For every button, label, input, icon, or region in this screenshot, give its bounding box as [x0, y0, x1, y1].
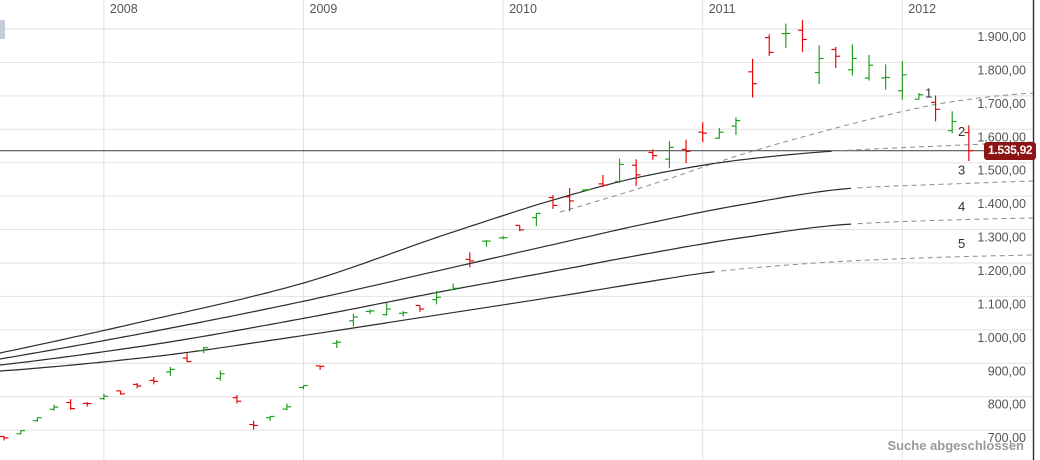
svg-text:1: 1: [925, 86, 932, 101]
svg-text:1.500,00: 1.500,00: [977, 164, 1026, 178]
svg-text:1.400,00: 1.400,00: [977, 197, 1026, 211]
svg-text:900,00: 900,00: [988, 364, 1026, 378]
svg-text:3: 3: [958, 163, 965, 178]
svg-text:800,00: 800,00: [988, 398, 1026, 412]
svg-text:1.300,00: 1.300,00: [977, 231, 1026, 245]
svg-text:1.000,00: 1.000,00: [977, 331, 1026, 345]
svg-text:2011: 2011: [709, 2, 736, 16]
svg-text:1.100,00: 1.100,00: [977, 297, 1026, 311]
svg-text:4: 4: [958, 199, 965, 214]
svg-text:2009: 2009: [310, 2, 338, 16]
svg-text:2012: 2012: [908, 2, 936, 16]
svg-text:1.900,00: 1.900,00: [977, 30, 1026, 44]
svg-text:1.200,00: 1.200,00: [977, 264, 1026, 278]
svg-text:2010: 2010: [509, 2, 537, 16]
svg-text:2: 2: [958, 124, 965, 139]
svg-text:1.700,00: 1.700,00: [977, 97, 1026, 111]
svg-text:2008: 2008: [110, 2, 138, 16]
svg-text:5: 5: [958, 236, 965, 251]
svg-text:1.800,00: 1.800,00: [977, 63, 1026, 77]
